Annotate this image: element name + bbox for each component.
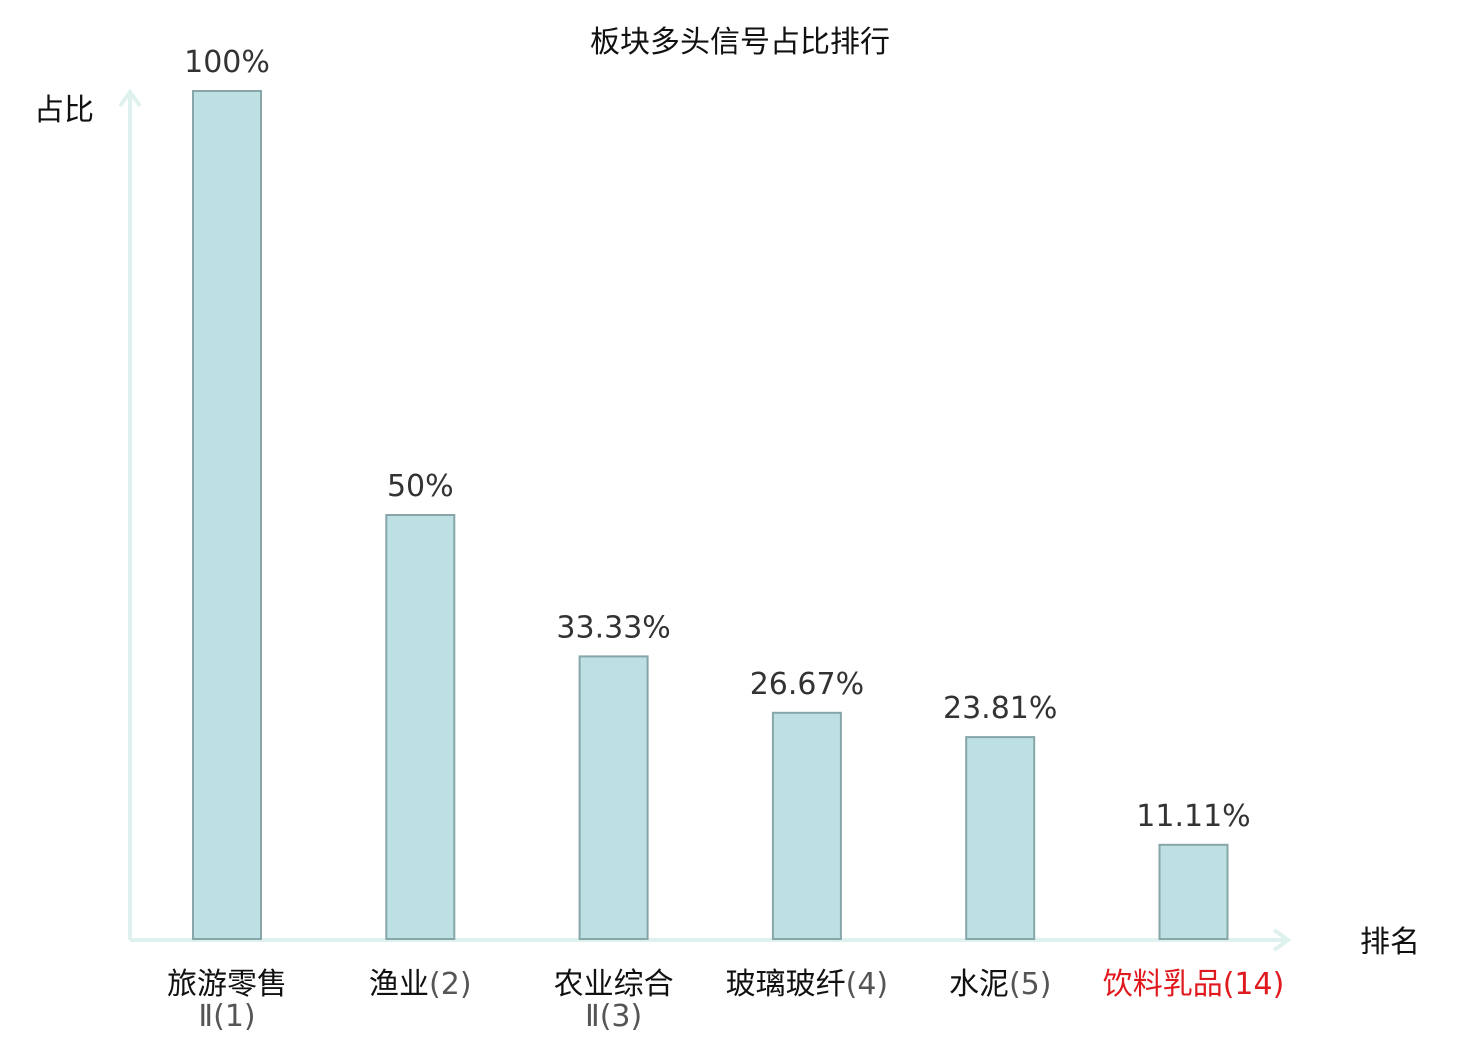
bar-6 [1158,843,1229,940]
bar-1 [192,90,262,940]
category-name-3: 农业综合 [554,967,674,1002]
category-name-5: 水泥 [949,967,1009,1002]
value-label-5: 23.81% [943,691,1057,726]
category-suffix-3: Ⅱ(3) [585,999,642,1034]
value-label-3: 33.33% [556,610,670,645]
chart-title: 板块多头信号占比排行 [590,25,890,60]
category-label-4: 玻璃玻纤(4) [726,967,889,1002]
bar-4 [771,711,842,940]
axes [118,88,1292,952]
bar-2 [385,514,456,940]
y-axis-label: 占比 [34,93,94,128]
value-label-4: 26.67% [750,667,864,702]
category-suffix-4: (4) [846,967,889,1002]
value-label-2: 50% [387,469,454,504]
x-axis-arrow [1272,928,1292,952]
x-axis-label: 排名 [1360,925,1420,960]
y-axis-arrow [118,88,142,108]
category-name-1: 旅游零售 [167,967,287,1002]
category-label-5: 水泥(5) [949,967,1051,1002]
category-name-2: 渔业 [369,967,429,1002]
category-suffix-2: (2) [429,967,472,1002]
category-name-4: 玻璃玻纤 [726,967,846,1002]
category-suffix-6: (14) [1223,967,1285,1002]
value-label-1: 100% [184,45,270,80]
category-label-2: 渔业(2) [369,967,472,1002]
category-label-6: 饮料乳品(14) [1103,967,1285,1002]
value-label-6: 11.11% [1136,799,1250,834]
category-labels: 旅游零售 Ⅱ(1) 渔业(2) 农业综合 Ⅱ(3) 玻璃玻纤(4) 水泥(5) 饮料乳品(14… [167,967,1284,1034]
value-labels: 100% 50% 33.33% 26.67% 23.81% 11.11% [184,45,1251,834]
category-label-1: 旅游零售 Ⅱ(1) [167,967,287,1034]
category-label-3: 农业综合 Ⅱ(3) [554,967,674,1034]
category-suffix-1: Ⅱ(1) [198,999,255,1034]
bar-3 [578,655,649,941]
category-name-6: 饮料乳品 [1103,967,1223,1002]
bar-5 [965,736,1036,940]
bars [192,90,1229,941]
category-suffix-5: (5) [1009,967,1051,1002]
